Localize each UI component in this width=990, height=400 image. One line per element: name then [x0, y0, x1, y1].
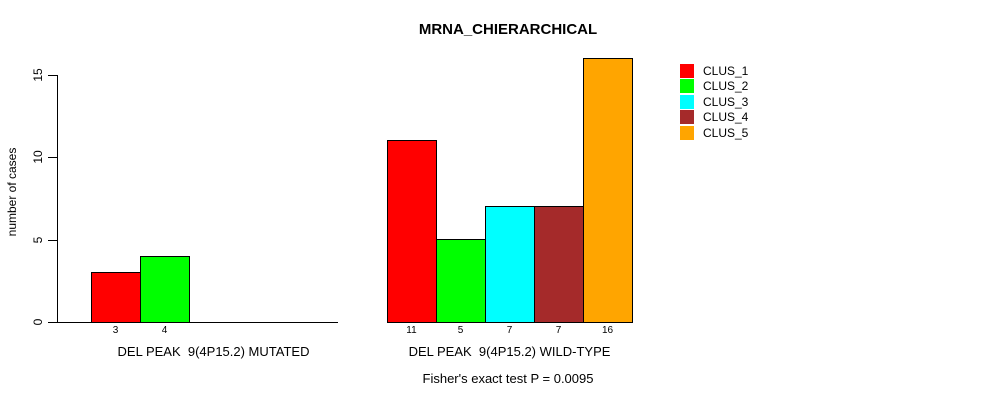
y-tick-mark — [48, 75, 57, 76]
bar-clus_5-group1-zero — [287, 322, 337, 323]
bar-clus_3-group2 — [485, 206, 535, 323]
bar-clus_3-group1-zero — [189, 322, 239, 323]
legend-item-clus_2: CLUS_2 — [680, 79, 748, 95]
y-tick-label: 5 — [31, 236, 45, 244]
y-tick-label: 0 — [31, 318, 45, 326]
legend-label: CLUS_4 — [703, 110, 749, 125]
y-tick-mark — [48, 322, 57, 323]
y-tick-label: 10 — [31, 150, 45, 164]
legend-label: CLUS_3 — [703, 94, 749, 109]
legend-swatch-icon — [680, 110, 694, 125]
y-axis-line — [57, 75, 58, 323]
x-group-label: DEL PEAK 9(4P15.2) WILD-TYPE — [408, 344, 611, 359]
y-axis-label: number of cases — [5, 147, 19, 237]
annotation-text: Fisher's exact test P = 0.0095 — [422, 371, 594, 386]
bar-value-label: 16 — [601, 325, 614, 336]
legend-label: CLUS_2 — [703, 79, 749, 94]
bar-clus_4-group1-zero — [238, 322, 288, 323]
y-tick-mark — [48, 157, 57, 158]
bar-value-label: 4 — [161, 325, 168, 336]
bar-clus_5-group2 — [583, 58, 633, 323]
legend-swatch-icon — [680, 94, 694, 109]
legend-item-clus_3: CLUS_3 — [680, 94, 748, 110]
bar-value-label: 11 — [406, 325, 417, 336]
x-group-label: DEL PEAK 9(4P15.2) MUTATED — [117, 344, 310, 359]
bar-clus_2-group1 — [140, 256, 190, 323]
bar-clus_1-group2 — [387, 140, 437, 323]
legend-swatch-icon — [680, 63, 694, 78]
chart-title: MRNA_CHIERARCHICAL — [418, 21, 598, 38]
bar-clus_4-group2 — [534, 206, 584, 323]
bar-value-label: 5 — [457, 325, 464, 336]
bar-clus_2-group2 — [436, 239, 486, 323]
bar-value-label: 3 — [112, 325, 119, 336]
legend-label: CLUS_1 — [703, 63, 749, 78]
y-tick-label: 15 — [31, 68, 45, 82]
bar-clus_1-group1 — [91, 272, 141, 323]
legend-item-clus_1: CLUS_1 — [680, 63, 748, 79]
legend-label: CLUS_5 — [703, 125, 749, 140]
y-tick-mark — [48, 240, 57, 241]
legend-swatch-icon — [680, 79, 694, 94]
legend-item-clus_4: CLUS_4 — [680, 110, 748, 126]
legend-swatch-icon — [680, 125, 694, 140]
legend: CLUS_1 CLUS_2 CLUS_3 CLUS_4 CLUS_5 — [680, 63, 748, 141]
bar-value-label: 7 — [555, 325, 562, 336]
bar-value-label: 7 — [506, 325, 513, 336]
legend-item-clus_5: CLUS_5 — [680, 125, 748, 141]
